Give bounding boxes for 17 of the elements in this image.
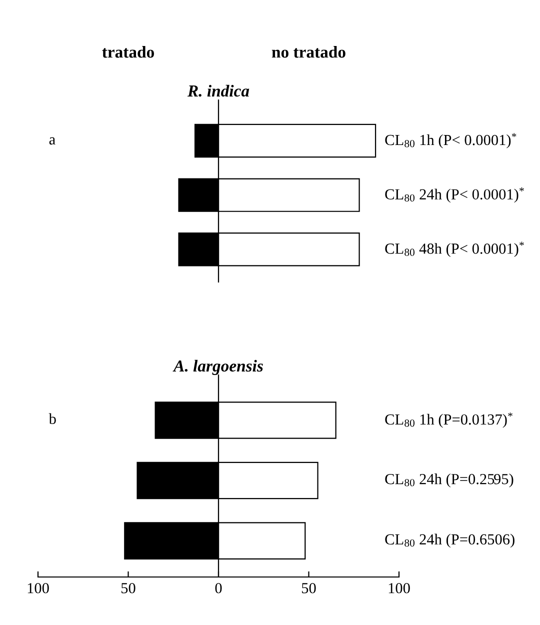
category-label: CL$_{80}$ 1h (P=0.0137)$^{*}$ bbox=[385, 412, 512, 428]
x-tick-label: 50 bbox=[302, 582, 316, 594]
annotation: a bbox=[49, 137, 56, 145]
x-tick-label: 100 bbox=[388, 582, 410, 594]
chart-title: A. largoensis bbox=[172, 360, 263, 375]
chart-title: R. indica bbox=[187, 84, 250, 97]
category-label: CL$_{80}$ 24h (P=0.6506) bbox=[385, 534, 514, 548]
text: tratado bbox=[102, 46, 154, 58]
x-tick-label: 0 bbox=[215, 582, 222, 594]
text: no tratado bbox=[272, 46, 346, 58]
category-label: CL$_{80}$ 24h (P=0.2595) bbox=[385, 473, 514, 488]
x-tick-label: 50 bbox=[122, 582, 136, 594]
category-label: CL$_{80}$ 1h (P< 0.0001)$^{*}$ bbox=[385, 133, 516, 148]
category-label: CL$_{80}$ 24h (P< 0.0001)$^{*}$ bbox=[385, 187, 524, 203]
annotation: b bbox=[48, 413, 56, 424]
category-label: CL$_{80}$ 48h (P< 0.0001)$^{*}$ bbox=[385, 242, 524, 257]
x-tick-label: 100 bbox=[28, 582, 49, 594]
